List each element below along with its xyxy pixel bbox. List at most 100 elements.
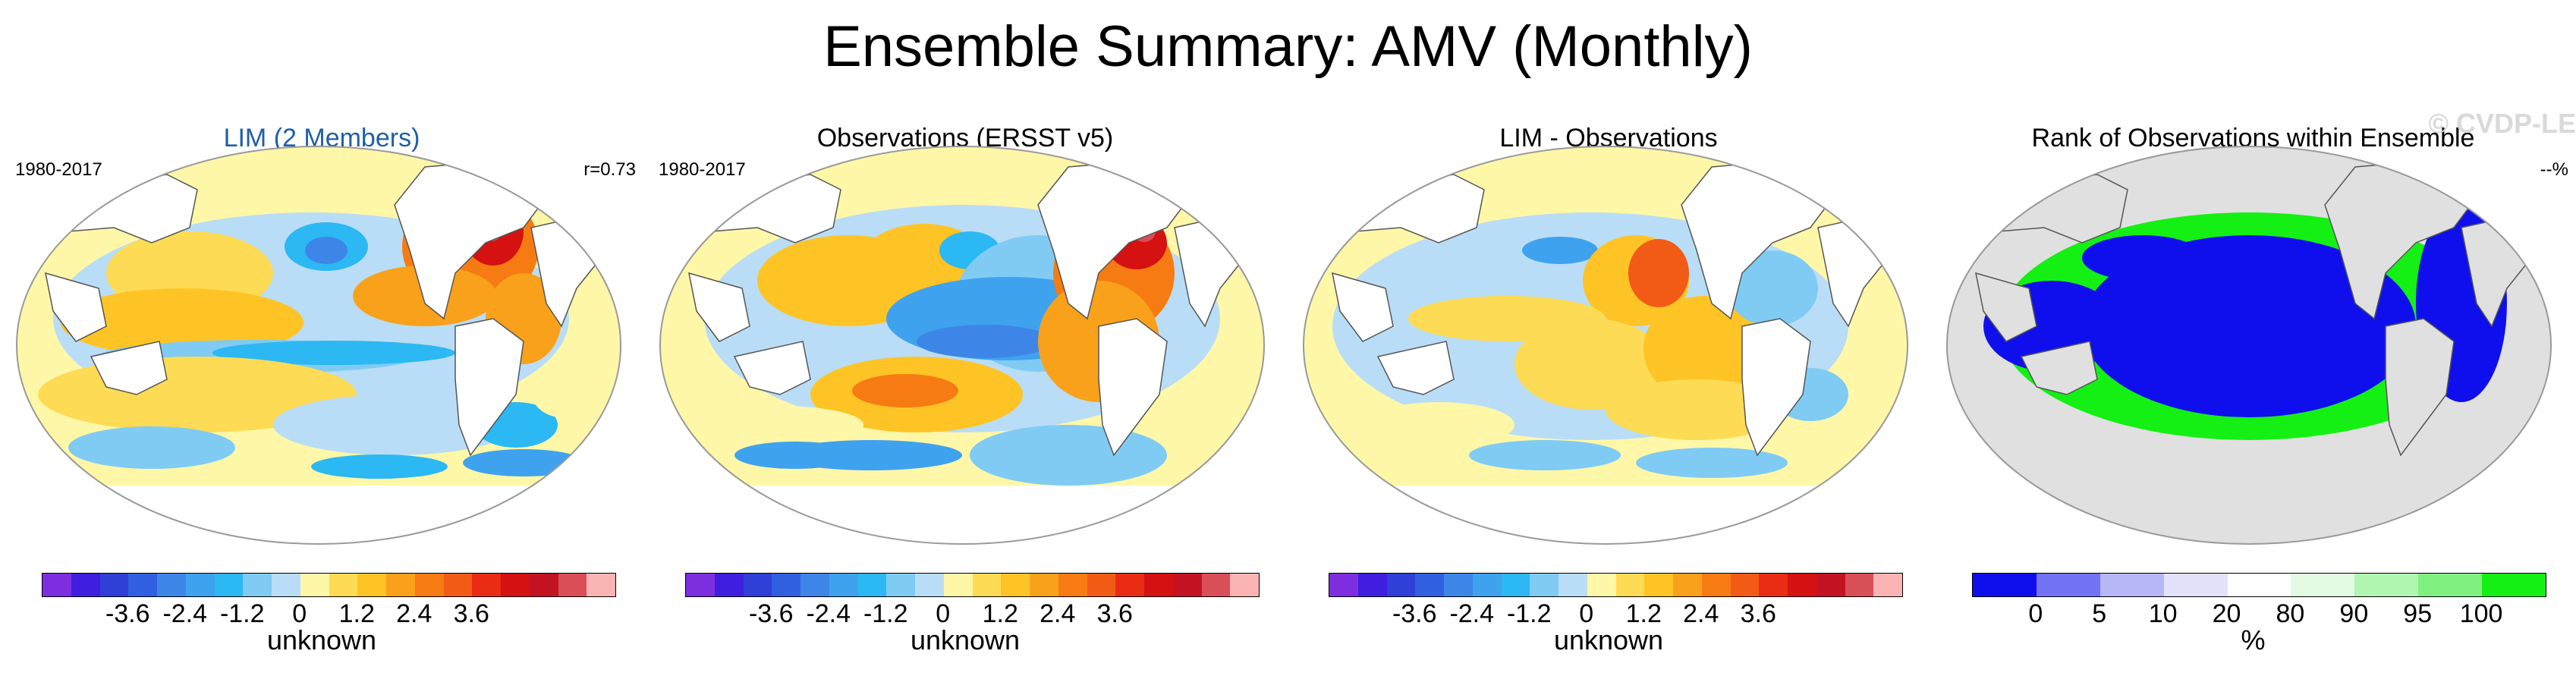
- colorbar-swatch: [357, 574, 386, 596]
- colorbar-swatch: [1973, 574, 2037, 596]
- field-contour: [2082, 235, 2203, 281]
- colorbar-swatch: [186, 574, 215, 596]
- colorbar-swatch: [944, 574, 973, 596]
- colorbar-swatch: [1702, 574, 1731, 596]
- colorbar-swatch: [1202, 574, 1231, 596]
- panel-difference: LIM - Observations -3.6 -2.4 -1.2 0 1.2 2.4 3.…: [1287, 0, 1930, 676]
- field-contour: [697, 406, 863, 444]
- colorbar-swatch: [329, 574, 358, 596]
- colorbar-label: %: [1930, 624, 2576, 656]
- colorbar-swatch: [215, 574, 244, 596]
- colorbar-swatch: [1788, 574, 1816, 596]
- field-contour: [1636, 448, 1788, 478]
- colorbar-swatch: [128, 574, 157, 596]
- colorbar-swatch: [800, 574, 829, 596]
- field-contour: [970, 425, 1167, 486]
- field-contour: [734, 442, 856, 469]
- colorbar-swatch: [1473, 574, 1502, 596]
- colorbar-swatch: [472, 574, 501, 596]
- colorbar-swatch: [1387, 574, 1416, 596]
- colorbar-swatch: [1587, 574, 1616, 596]
- colorbar-swatch: [973, 574, 1002, 596]
- map-field: [0, 144, 643, 561]
- colorbar-swatch: [2418, 574, 2482, 596]
- colorbar-swatch: [1230, 574, 1259, 596]
- colorbar-swatch: [1530, 574, 1558, 596]
- colorbar-swatch: [243, 574, 272, 596]
- colorbar-swatch: [2037, 574, 2100, 596]
- colorbar-swatch: [1444, 574, 1473, 596]
- field-contour: [68, 426, 235, 469]
- colorbar-swatch: [1616, 574, 1645, 596]
- field-contour: [917, 325, 1053, 358]
- colorbar-swatch: [587, 574, 615, 596]
- colorbar-swatch: [415, 574, 444, 596]
- colorbar-swatch: [1087, 574, 1116, 596]
- colorbar-swatch: [444, 574, 473, 596]
- colorbar-swatch: [1845, 574, 1874, 596]
- field-contour: [852, 374, 958, 407]
- colorbar-swatch: [2482, 574, 2546, 596]
- antarctica: [643, 486, 1287, 561]
- colorbar-swatch: [1873, 574, 1902, 596]
- colorbar-swatch: [530, 574, 558, 596]
- colorbar-swatch: [1058, 574, 1087, 596]
- colorbar-swatch: [1358, 574, 1387, 596]
- colorbar-swatch: [886, 574, 915, 596]
- map-field: [1930, 144, 2576, 561]
- colorbar-swatch: [1558, 574, 1587, 596]
- colorbar: [1972, 573, 2546, 597]
- colorbar-swatch: [1759, 574, 1788, 596]
- colorbar-label: unknown: [643, 624, 1287, 656]
- colorbar-swatch: [42, 574, 71, 596]
- field-contour: [1469, 440, 1621, 470]
- colorbar-swatch: [715, 574, 744, 596]
- colorbar-swatch: [1673, 574, 1702, 596]
- colorbar-swatch: [829, 574, 858, 596]
- colorbar-swatch: [772, 574, 800, 596]
- colorbar-swatch: [1731, 574, 1760, 596]
- colorbar-swatch: [1173, 574, 1202, 596]
- colorbar-swatch: [744, 574, 772, 596]
- colorbar-swatch: [1001, 574, 1030, 596]
- colorbar-swatch: [1329, 574, 1358, 596]
- colorbar-swatch: [1816, 574, 1845, 596]
- map-field: [643, 144, 1287, 561]
- colorbar: [685, 573, 1260, 597]
- colorbar-swatch: [71, 574, 100, 596]
- colorbar-swatch: [2100, 574, 2164, 596]
- colorbar: [42, 573, 616, 597]
- antarctica: [0, 486, 643, 561]
- colorbar-swatch: [100, 574, 129, 596]
- colorbar-swatch: [386, 574, 415, 596]
- colorbar-swatch: [1030, 574, 1058, 596]
- colorbar: [1329, 573, 1903, 597]
- colorbar-swatch: [915, 574, 944, 596]
- colorbar-swatch: [1644, 574, 1673, 596]
- colorbar-label: unknown: [0, 624, 643, 656]
- field-contour: [1628, 239, 1689, 307]
- panel-lim: LIM (2 Members) 1980-2017 r=0.73 -3.6 -2.…: [0, 0, 643, 676]
- colorbar-swatch: [2228, 574, 2291, 596]
- colorbar-swatch: [501, 574, 530, 596]
- colorbar-swatch: [1415, 574, 1444, 596]
- colorbar-swatch: [157, 574, 186, 596]
- colorbar-swatch: [300, 574, 329, 596]
- panel-observations: Observations (ERSST v5) 1980-2017 -3.6 -2…: [643, 0, 1287, 676]
- colorbar-swatch: [558, 574, 587, 596]
- panel-rank: Rank of Observations within Ensemble --%…: [1930, 0, 2576, 676]
- colorbar-swatch: [272, 574, 300, 596]
- field-contour: [305, 237, 348, 264]
- field-contour: [1522, 237, 1598, 264]
- colorbar-swatch: [2291, 574, 2354, 596]
- antarctica: [1287, 486, 1930, 561]
- map-field: [1287, 144, 1930, 561]
- field-contour: [531, 364, 592, 417]
- colorbar-swatch: [2354, 574, 2418, 596]
- colorbar-swatch: [1502, 574, 1530, 596]
- field-contour: [1363, 402, 1514, 448]
- antarctica: [1930, 486, 2576, 561]
- colorbar-swatch: [858, 574, 887, 596]
- colorbar-swatch: [1115, 574, 1144, 596]
- field-contour: [463, 449, 584, 476]
